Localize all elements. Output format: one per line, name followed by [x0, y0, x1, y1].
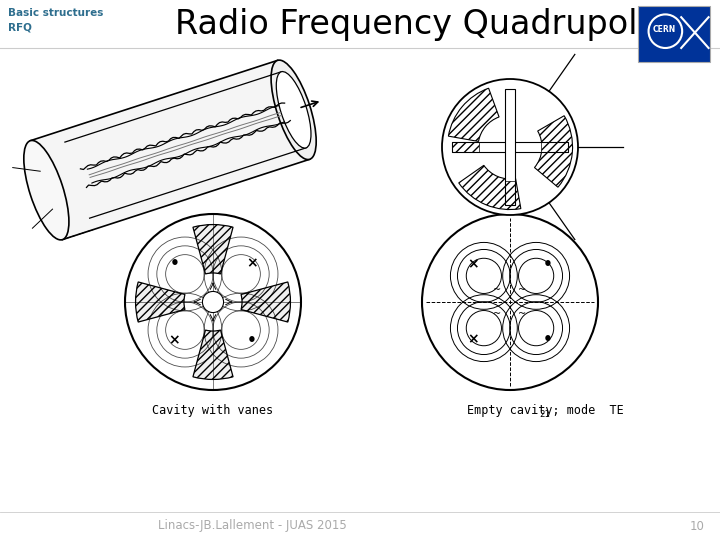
Bar	[505, 181, 516, 205]
Bar	[505, 89, 516, 205]
Wedge shape	[193, 225, 233, 274]
Bar	[541, 141, 568, 152]
Text: ~: ~	[493, 285, 502, 294]
Text: CERN: CERN	[653, 25, 676, 33]
Bar	[452, 141, 480, 152]
Ellipse shape	[24, 140, 69, 240]
Circle shape	[442, 79, 578, 215]
Bar	[638, 6, 710, 62]
Bar	[452, 141, 568, 152]
Text: ~: ~	[518, 309, 526, 320]
Text: ×: ×	[246, 256, 257, 271]
Wedge shape	[241, 282, 290, 322]
Circle shape	[202, 292, 223, 313]
Text: 10: 10	[690, 519, 705, 532]
Text: Basic structures: Basic structures	[8, 8, 104, 18]
Text: Empty cavity; mode  TE: Empty cavity; mode TE	[467, 404, 624, 417]
Text: ~: ~	[518, 285, 526, 294]
Circle shape	[125, 214, 301, 390]
Text: •: •	[169, 256, 179, 271]
Text: Linacs-JB.Lallement - JUAS 2015: Linacs-JB.Lallement - JUAS 2015	[158, 519, 346, 532]
Text: ×: ×	[168, 334, 180, 348]
Text: Radio Frequency Quadrupole: Radio Frequency Quadrupole	[175, 8, 658, 41]
Text: •: •	[247, 333, 256, 348]
Polygon shape	[30, 60, 310, 240]
Text: ~: ~	[493, 309, 502, 320]
Text: ×: ×	[467, 332, 479, 346]
Ellipse shape	[276, 72, 311, 148]
Text: RFQ: RFQ	[8, 22, 32, 32]
Text: Cavity with vanes: Cavity with vanes	[153, 404, 274, 417]
Text: •: •	[542, 332, 552, 347]
Wedge shape	[135, 282, 185, 322]
Circle shape	[422, 214, 598, 390]
Text: ×: ×	[467, 258, 479, 272]
Text: 21: 21	[539, 410, 550, 419]
Ellipse shape	[271, 60, 316, 159]
Text: •: •	[542, 257, 552, 272]
Wedge shape	[193, 330, 233, 380]
